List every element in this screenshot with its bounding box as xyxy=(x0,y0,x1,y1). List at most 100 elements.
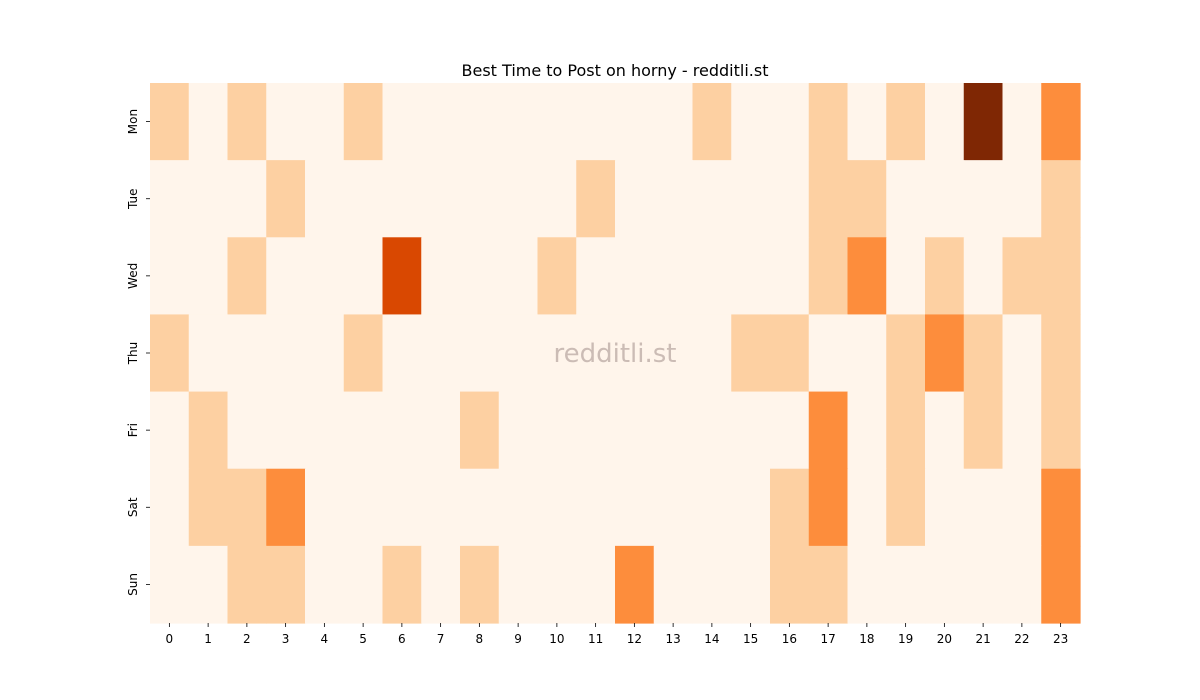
x-tick-label-7: 7 xyxy=(437,632,445,646)
x-tick-label-5: 5 xyxy=(359,632,367,646)
heatmap-cell-tue-22 xyxy=(1002,160,1042,238)
heatmap-cell-fri-7 xyxy=(421,391,461,470)
heatmap-cell-sat-4 xyxy=(305,468,345,547)
x-tick-label-11: 11 xyxy=(588,632,603,646)
heatmap-cell-mon-8 xyxy=(460,83,500,161)
heatmap-cell-wed-16 xyxy=(770,237,810,316)
y-tick-label-thu: Thu xyxy=(126,342,140,366)
heatmap-cell-sat-17 xyxy=(808,468,849,547)
heatmap-cell-sun-3 xyxy=(266,545,306,624)
heatmap-cell-thu-14 xyxy=(692,314,732,393)
heatmap-cell-thu-17 xyxy=(808,314,849,393)
heatmap-cell-sun-14 xyxy=(692,545,732,624)
heatmap-cell-sat-12 xyxy=(615,468,655,547)
heatmap-cell-fri-12 xyxy=(615,391,655,470)
chart-title: Best Time to Post on horny - redditli.st xyxy=(462,61,769,80)
heatmap-cell-thu-5 xyxy=(343,314,384,393)
heatmap-cell-fri-20 xyxy=(925,391,965,470)
heatmap-cell-sun-11 xyxy=(576,545,616,624)
heatmap-cell-thu-1 xyxy=(188,314,229,393)
heatmap-cell-sun-13 xyxy=(653,545,694,624)
y-tick-label-tue: Tue xyxy=(126,188,140,210)
heatmap-cell-sat-20 xyxy=(925,468,965,547)
heatmap-cell-wed-1 xyxy=(188,237,229,316)
heatmap-cell-wed-11 xyxy=(576,237,616,316)
x-tick-label-20: 20 xyxy=(937,632,952,646)
x-tick-label-14: 14 xyxy=(704,632,719,646)
heatmap-cell-mon-19 xyxy=(886,83,926,161)
heatmap-cell-wed-6 xyxy=(382,237,422,316)
heatmap-cell-fri-23 xyxy=(1041,391,1081,470)
heatmap-cell-wed-3 xyxy=(266,237,306,316)
heatmap-cell-sat-0 xyxy=(150,468,190,547)
x-tick-label-4: 4 xyxy=(321,632,329,646)
heatmap-cell-wed-0 xyxy=(150,237,190,316)
heatmap-cell-sat-13 xyxy=(653,468,694,547)
x-tick-label-17: 17 xyxy=(820,632,835,646)
heatmap-cell-wed-7 xyxy=(421,237,461,316)
heatmap-cell-wed-20 xyxy=(925,237,965,316)
heatmap-cell-tue-5 xyxy=(343,160,384,238)
heatmap-cell-wed-2 xyxy=(227,237,267,316)
heatmap-cell-sun-21 xyxy=(963,545,1004,624)
y-axis: Mon Tue Wed Thu Fri Sat Sun xyxy=(126,109,150,596)
heatmap-cell-tue-2 xyxy=(227,160,267,238)
heatmap-cell-wed-10 xyxy=(537,237,577,316)
x-tick-label-18: 18 xyxy=(859,632,874,646)
heatmap-cell-fri-0 xyxy=(150,391,190,470)
heatmap-cell-fri-15 xyxy=(731,391,771,470)
x-tick-label-1: 1 xyxy=(204,632,212,646)
x-tick-label-6: 6 xyxy=(398,632,406,646)
heatmap-cell-mon-15 xyxy=(731,83,771,161)
heatmap-cell-sat-8 xyxy=(460,468,500,547)
heatmap-cell-fri-17 xyxy=(808,391,849,470)
heatmap-cell-wed-8 xyxy=(460,237,500,316)
heatmap-cell-tue-3 xyxy=(266,160,306,238)
heatmap-cell-thu-8 xyxy=(460,314,500,393)
heatmap-cell-tue-13 xyxy=(653,160,694,238)
heatmap-cell-fri-4 xyxy=(305,391,345,470)
heatmap-cell-tue-15 xyxy=(731,160,771,238)
heatmap-cell-thu-13 xyxy=(653,314,694,393)
heatmap-cell-sun-2 xyxy=(227,545,267,624)
heatmap-cell-mon-9 xyxy=(498,83,539,161)
heatmap-cell-wed-9 xyxy=(498,237,539,316)
heatmap-cell-sun-12 xyxy=(615,545,655,624)
heatmap-cell-thu-21 xyxy=(963,314,1004,393)
x-tick-label-3: 3 xyxy=(282,632,290,646)
heatmap-cell-mon-0 xyxy=(150,83,190,161)
heatmap-cell-sun-20 xyxy=(925,545,965,624)
heatmap-cell-fri-13 xyxy=(653,391,694,470)
heatmap-cell-sat-2 xyxy=(227,468,267,547)
x-axis: 0 1 2 3 4 5 6 7 8 9 10 11 12 13 14 15 16 17 18 19 20 21 22 23 xyxy=(166,623,1068,646)
heatmap-cell-mon-11 xyxy=(576,83,616,161)
heatmap-cell-wed-4 xyxy=(305,237,345,316)
x-tick-label-19: 19 xyxy=(898,632,913,646)
x-tick-label-9: 9 xyxy=(514,632,522,646)
heatmap-cell-sat-21 xyxy=(963,468,1004,547)
heatmap-cell-tue-11 xyxy=(576,160,616,238)
heatmap-cell-wed-5 xyxy=(343,237,384,316)
heatmap-cell-thu-23 xyxy=(1041,314,1081,393)
heatmap-cell-wed-18 xyxy=(847,237,887,316)
x-tick-label-16: 16 xyxy=(782,632,797,646)
heatmap-cell-mon-6 xyxy=(382,83,422,161)
heatmap-cell-fri-6 xyxy=(382,391,422,470)
heatmap-cell-wed-13 xyxy=(653,237,694,316)
x-tick-label-0: 0 xyxy=(166,632,174,646)
heatmap-cell-sat-3 xyxy=(266,468,306,547)
heatmap-cell-wed-22 xyxy=(1002,237,1042,316)
heatmap-cell-wed-23 xyxy=(1041,237,1081,316)
heatmap-cell-sat-14 xyxy=(692,468,732,547)
heatmap-cell-sat-22 xyxy=(1002,468,1042,547)
heatmap-cell-tue-9 xyxy=(498,160,539,238)
x-tick-label-22: 22 xyxy=(1014,632,1029,646)
heatmap-cell-fri-5 xyxy=(343,391,384,470)
heatmap-cell-sun-17 xyxy=(808,545,849,624)
y-tick-label-fri: Fri xyxy=(126,423,140,437)
y-tick-label-wed: Wed xyxy=(126,263,140,289)
heatmap-cell-tue-6 xyxy=(382,160,422,238)
x-tick-label-15: 15 xyxy=(743,632,758,646)
heatmap-cell-sun-18 xyxy=(847,545,887,624)
